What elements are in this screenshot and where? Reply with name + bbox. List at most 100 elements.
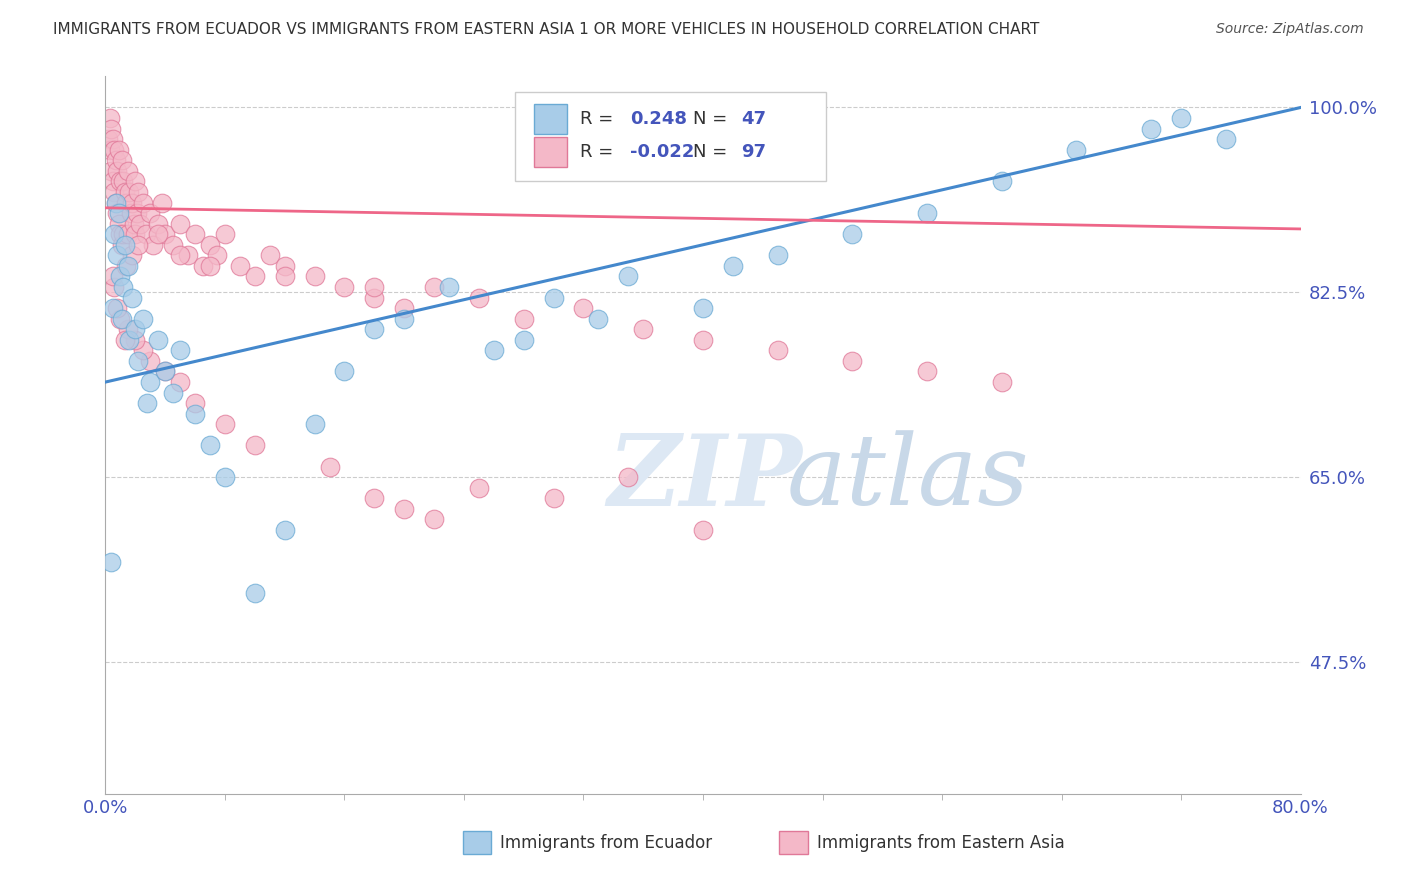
Point: [169, 343, 191, 358]
Point: [513, 333, 536, 347]
Point: [153, 364, 177, 378]
Point: [423, 512, 446, 526]
Point: [112, 174, 135, 188]
Point: [692, 333, 714, 347]
FancyBboxPatch shape: [463, 831, 492, 855]
Text: 97: 97: [741, 143, 766, 161]
Point: [100, 164, 122, 178]
Point: [124, 322, 146, 336]
Point: [176, 248, 198, 262]
Point: [437, 280, 460, 294]
Point: [617, 470, 640, 484]
Point: [132, 343, 155, 358]
Point: [124, 227, 146, 242]
Point: [692, 523, 714, 537]
Point: [198, 237, 221, 252]
Text: ZIP: ZIP: [607, 430, 803, 526]
Point: [132, 311, 155, 326]
Point: [633, 322, 655, 336]
Point: [915, 206, 938, 220]
Point: [110, 227, 132, 242]
Point: [110, 269, 132, 284]
Point: [572, 301, 595, 315]
Text: Source: ZipAtlas.com: Source: ZipAtlas.com: [1216, 22, 1364, 37]
Point: [97, 132, 120, 146]
Point: [111, 237, 134, 252]
Point: [214, 470, 236, 484]
Point: [114, 237, 136, 252]
Point: [101, 301, 124, 315]
Point: [243, 586, 266, 600]
Point: [100, 555, 122, 569]
FancyBboxPatch shape: [534, 103, 567, 134]
Point: [841, 227, 863, 242]
Point: [423, 280, 446, 294]
Point: [100, 121, 122, 136]
Point: [692, 301, 714, 315]
Point: [111, 311, 134, 326]
Point: [207, 248, 229, 262]
Point: [318, 459, 340, 474]
Point: [117, 259, 139, 273]
Point: [468, 481, 491, 495]
Point: [333, 280, 356, 294]
Point: [110, 174, 132, 188]
Point: [107, 164, 129, 178]
Point: [107, 301, 129, 315]
Point: [122, 217, 145, 231]
Point: [98, 111, 121, 125]
Point: [198, 259, 221, 273]
Point: [120, 206, 142, 220]
Point: [114, 185, 136, 199]
Text: IMMIGRANTS FROM ECUADOR VS IMMIGRANTS FROM EASTERN ASIA 1 OR MORE VEHICLES IN HO: IMMIGRANTS FROM ECUADOR VS IMMIGRANTS FR…: [53, 22, 1040, 37]
Point: [118, 333, 141, 347]
Point: [363, 322, 385, 336]
Point: [117, 164, 139, 178]
Text: N =: N =: [693, 110, 734, 128]
Point: [162, 237, 184, 252]
Point: [214, 227, 236, 242]
Point: [101, 174, 124, 188]
Point: [127, 237, 149, 252]
Point: [543, 491, 565, 506]
Point: [136, 396, 159, 410]
Point: [153, 364, 177, 378]
Point: [169, 375, 191, 389]
Point: [139, 206, 162, 220]
Text: R =: R =: [579, 110, 619, 128]
Point: [103, 143, 125, 157]
Point: [1066, 143, 1088, 157]
Point: [124, 333, 146, 347]
Point: [273, 259, 295, 273]
Point: [121, 195, 143, 210]
Text: Immigrants from Eastern Asia: Immigrants from Eastern Asia: [817, 834, 1064, 852]
Text: Immigrants from Ecuador: Immigrants from Ecuador: [501, 834, 711, 852]
Point: [101, 269, 124, 284]
Point: [104, 195, 127, 210]
Point: [150, 195, 173, 210]
FancyBboxPatch shape: [534, 136, 567, 167]
Point: [392, 301, 416, 315]
Point: [468, 291, 491, 305]
Point: [243, 269, 266, 284]
Point: [108, 206, 131, 220]
Text: N =: N =: [693, 143, 734, 161]
Point: [117, 227, 139, 242]
Point: [118, 185, 141, 199]
Point: [259, 248, 281, 262]
Point: [214, 417, 236, 432]
Point: [112, 280, 135, 294]
Point: [104, 153, 127, 168]
Point: [198, 438, 221, 452]
Point: [766, 343, 789, 358]
Point: [243, 438, 266, 452]
Point: [915, 364, 938, 378]
Point: [121, 248, 143, 262]
Text: 47: 47: [741, 110, 766, 128]
Point: [103, 227, 125, 242]
Point: [333, 364, 356, 378]
Point: [101, 132, 124, 146]
Point: [304, 417, 326, 432]
Point: [115, 259, 138, 273]
Point: [146, 227, 169, 242]
